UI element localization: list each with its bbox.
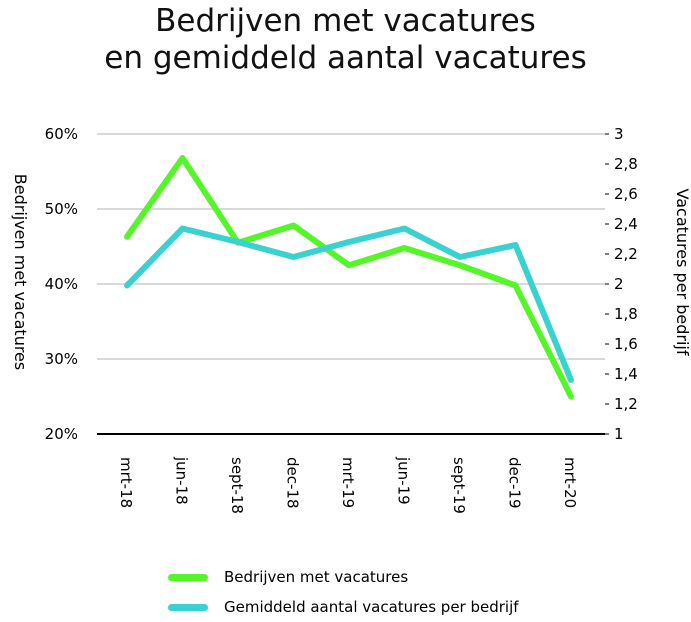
data-point: [515, 285, 516, 286]
x-tick-label: dec-19: [506, 457, 524, 509]
data-point: [126, 285, 128, 286]
chart-title: Bedrijven met vacatures en gemiddeld aan…: [0, 0, 691, 77]
data-point: [182, 157, 183, 159]
y-axis-right-ticks: 1 1,2 1,4 1,6 1,8 2 2,2 2,4 2,6 2,8 3: [605, 125, 638, 443]
data-point: [570, 379, 572, 381]
y-tick-label-left: 20%: [45, 425, 78, 443]
y-tick-label-right: 2: [614, 275, 624, 293]
data-point: [237, 241, 239, 243]
legend: Bedrijven met vacatures Gemiddeld aantal…: [168, 562, 519, 622]
y-tick-label-right: 1,8: [614, 305, 638, 323]
x-axis-ticks: mrt-18 jun-18 sept-18 dec-18 mrt-19 jun-19 sep…: [117, 456, 579, 514]
data-point: [570, 396, 572, 397]
gridlines: [97, 133, 605, 435]
y-axis-left-ticks: 20% 30% 40% 50% 60%: [45, 125, 78, 443]
series-lines: [124, 155, 574, 400]
data-point: [515, 244, 516, 246]
legend-label-bedrijven: Bedrijven met vacatures: [224, 568, 409, 586]
legend-swatch-bedrijven: [168, 573, 208, 581]
y-tick-label-right: 1,2: [614, 395, 638, 413]
chart-title-line-1: Bedrijven met vacatures: [155, 3, 536, 39]
data-point: [459, 256, 461, 258]
y-tick-label-right: 2,6: [614, 185, 638, 203]
y-tick-label-right: 1: [614, 425, 624, 443]
y-tick-label-left: 30%: [45, 350, 78, 368]
x-tick-label: sept-19: [450, 457, 468, 514]
y-axis-right-label: Vacatures per bedrijf: [673, 189, 691, 356]
y-tick-label-left: 60%: [45, 125, 78, 143]
data-point: [126, 236, 128, 238]
x-tick-label: mrt-19: [339, 457, 357, 508]
legend-item-bedrijven: Bedrijven met vacatures: [168, 562, 519, 592]
data-point: [182, 228, 183, 229]
data-point: [348, 264, 350, 266]
x-tick-label: dec-18: [284, 457, 302, 509]
y-tick-label-right: 2,4: [614, 215, 638, 233]
y-tick-label-right: 1,6: [614, 335, 638, 353]
x-tick-label: sept-18: [228, 457, 246, 514]
y-tick-label-left: 40%: [45, 275, 78, 293]
data-point: [293, 225, 294, 226]
data-point: [404, 228, 405, 229]
y-tick-label-right: 3: [614, 125, 624, 143]
series-line-2: [124, 225, 574, 383]
y-tick-label-left: 50%: [45, 200, 78, 218]
legend-item-gemiddeld: Gemiddeld aantal vacatures per bedrijf: [168, 592, 519, 622]
legend-swatch-gemiddeld: [168, 603, 208, 611]
x-tick-label: mrt-20: [561, 457, 579, 508]
x-tick-label: jun-19: [395, 456, 413, 505]
x-tick-label: mrt-18: [117, 457, 135, 508]
series-line-1: [124, 155, 574, 400]
data-point: [348, 241, 350, 243]
chart-title-line-2: en gemiddeld aantal vacatures: [104, 40, 587, 76]
data-point: [459, 264, 461, 266]
y-tick-label-right: 2,8: [614, 155, 638, 173]
data-point: [404, 247, 405, 249]
data-point: [293, 256, 294, 258]
legend-label-gemiddeld: Gemiddeld aantal vacatures per bedrijf: [224, 598, 519, 616]
y-axis-left-label: Bedrijven met vacatures: [11, 174, 30, 370]
y-tick-label-right: 1,4: [614, 365, 638, 383]
x-tick-label: jun-18: [173, 456, 191, 505]
y-tick-label-right: 2,2: [614, 245, 638, 263]
